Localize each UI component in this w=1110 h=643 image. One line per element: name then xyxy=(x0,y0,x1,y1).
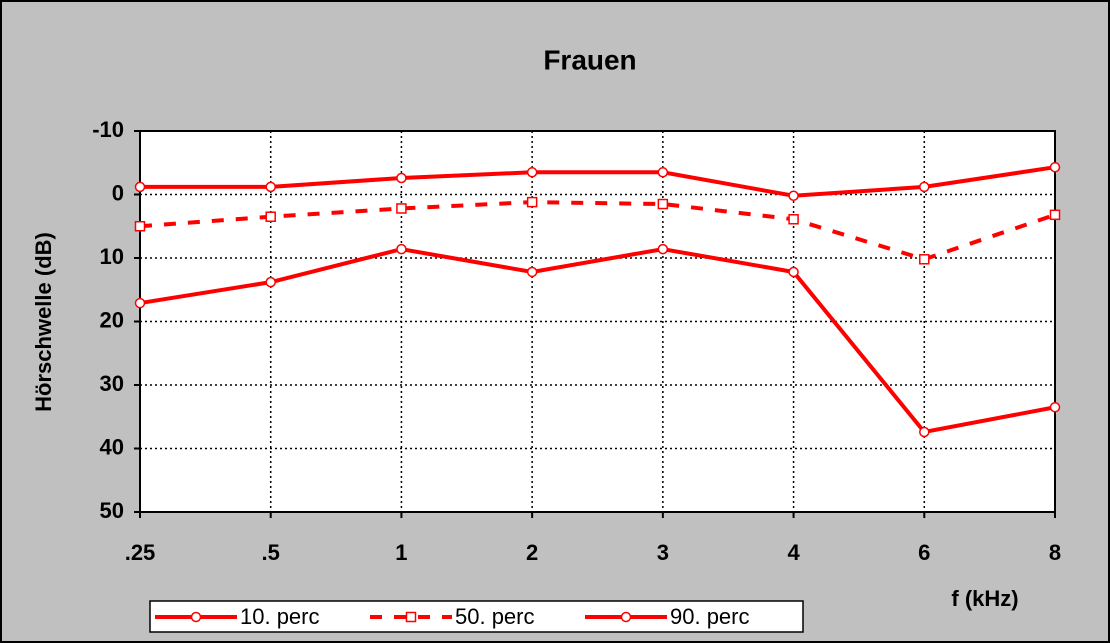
y-tick-label: -10 xyxy=(92,117,124,142)
x-tick-label: 2 xyxy=(526,540,538,565)
y-tick-label: 0 xyxy=(112,180,124,205)
y-axis-title: Hörschwelle (dB) xyxy=(31,232,56,412)
point xyxy=(788,266,799,278)
series-line xyxy=(139,200,1056,262)
legend-marker xyxy=(620,611,632,623)
point xyxy=(657,167,669,178)
point xyxy=(919,181,930,193)
legend-marker xyxy=(190,611,202,623)
y-tick-label: 30 xyxy=(100,371,124,396)
chart-title: Frauen xyxy=(543,44,636,75)
legend-label: 50. perc xyxy=(455,604,535,629)
point xyxy=(396,203,407,214)
x-tick-label: 1 xyxy=(395,540,407,565)
point xyxy=(526,196,538,208)
point xyxy=(526,266,538,278)
x-tick-label: 6 xyxy=(918,540,930,565)
point xyxy=(919,426,930,438)
x-tick-label: 3 xyxy=(657,540,669,565)
point xyxy=(526,167,538,178)
point xyxy=(396,243,407,255)
legend-label: 10. perc xyxy=(240,604,320,629)
point xyxy=(657,198,669,210)
point xyxy=(1049,161,1061,173)
y-tick-label: 50 xyxy=(100,498,124,523)
y-tick-label: 40 xyxy=(100,434,124,459)
point xyxy=(1049,401,1061,413)
point xyxy=(134,181,146,193)
x-tick-label: 8 xyxy=(1049,540,1061,565)
y-tick-label: 20 xyxy=(100,307,124,332)
x-tick-label: .5 xyxy=(262,540,280,565)
point xyxy=(1049,209,1061,221)
y-tick-label: 10 xyxy=(100,244,124,269)
series-line xyxy=(140,165,1056,198)
x-tick-label: .25 xyxy=(125,540,156,565)
point xyxy=(265,181,276,193)
legend-label: 90. perc xyxy=(670,604,750,629)
x-tick-label: 4 xyxy=(787,540,800,565)
plot-border xyxy=(139,130,1056,513)
point xyxy=(919,254,930,265)
point xyxy=(265,211,276,222)
point xyxy=(788,190,799,202)
point xyxy=(788,214,799,225)
x-axis-title: f (kHz) xyxy=(951,586,1018,611)
point xyxy=(396,172,407,184)
point xyxy=(134,297,146,309)
point xyxy=(265,276,276,288)
legend xyxy=(149,600,804,633)
legend-marker xyxy=(405,611,417,623)
point xyxy=(134,221,146,232)
plot-area xyxy=(140,131,1055,512)
point xyxy=(657,243,669,255)
series-line xyxy=(139,247,1056,435)
